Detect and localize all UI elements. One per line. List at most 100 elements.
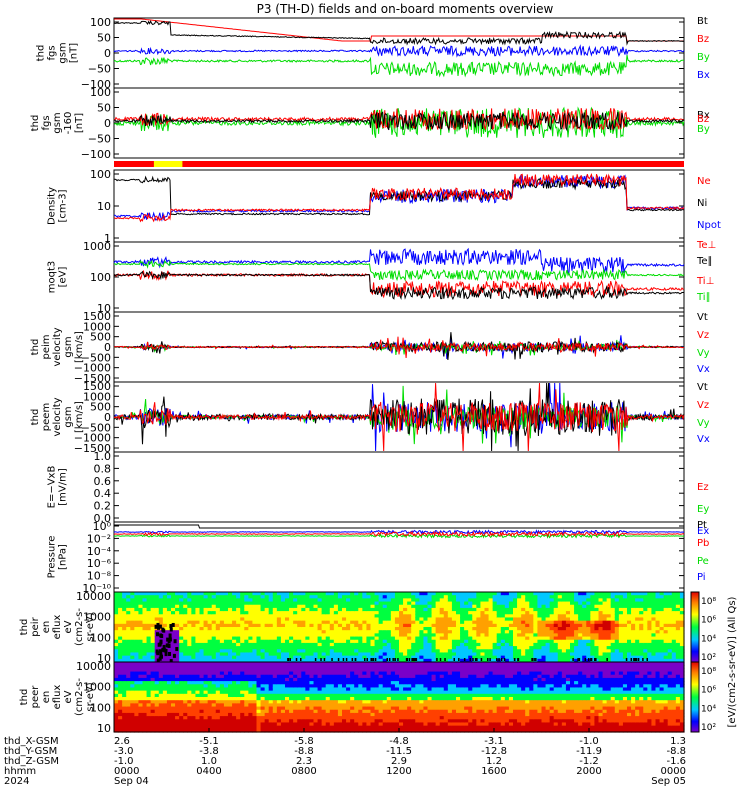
heatmap-cell [199,719,205,724]
heatmap-cell [118,620,123,625]
heatmap-cell [122,719,127,724]
heatmap-cell [333,668,339,673]
heatmap-cell [130,607,135,612]
heatmap-cell [191,592,197,596]
heatmap-gap [161,627,165,632]
heatmap-cell [252,671,258,676]
heatmap-cell [248,620,254,625]
heatmap-cell [309,716,315,720]
heatmap-cell [582,592,587,596]
heatmap-cell [264,671,270,676]
heatmap-cell [211,684,217,689]
heatmap-cell [203,630,209,634]
heatmap-cell [276,592,282,596]
heatmap-cell [219,712,225,717]
ytick-label: 100 [90,701,111,714]
heatmap-cell [175,690,180,695]
heatmap-cell [329,598,335,603]
heatmap-cell [126,592,131,596]
heatmap-cell [223,725,229,730]
heatmap-cell [549,598,555,603]
heatmap-gap [158,649,162,654]
heatmap-cell [244,649,249,654]
heatmap-cell [166,706,172,711]
heatmap-cell [618,607,624,612]
heatmap-cell [244,598,249,603]
heatmap-cell [215,617,221,622]
heatmap-cell [659,649,665,654]
heatmap-cell [337,725,343,730]
heatmap-cell [130,595,135,599]
heatmap-cell [590,636,596,641]
heatmap-cell [276,658,282,663]
heatmap-cell [411,646,416,650]
heatmap-cell [191,614,197,619]
heatmap-cell [480,614,486,619]
heatmap-cell [655,646,661,650]
heatmap-cell [276,693,282,698]
heatmap-cell [627,598,632,603]
heatmap-cell [390,649,396,654]
heatmap-cell [146,690,152,695]
heatmap-cell [150,652,156,657]
heatmap-cell [309,725,315,730]
heatmap-cell [415,633,420,638]
ytick-label: −50 [88,63,111,76]
heatmap-cell [329,722,335,727]
heatmap-cell [561,658,567,663]
heatmap-cell [659,630,665,634]
heatmap-cell [386,719,392,724]
heatmap-cell [268,627,274,631]
heatmap-cell [264,697,270,701]
heatmap-cell [362,598,368,603]
heatmap-cell [158,725,164,730]
heatmap-cell [565,607,571,612]
heatmap-cell [545,611,551,615]
heatmap-cell [211,665,217,669]
heatmap-cell [272,728,278,733]
heatmap-cell [504,655,510,660]
heatmap-cell [370,665,376,669]
heatmap-cell [594,607,600,612]
heatmap-cell [150,671,156,676]
heatmap-cell [390,652,396,657]
heatmap-cell [187,601,192,606]
heatmap-cell [618,649,624,654]
heatmap-cell [240,677,245,682]
heatmap-cell [130,703,135,708]
heatmap-cell [150,611,156,615]
heatmap-cell [305,617,311,622]
heatmap-cell [561,617,567,622]
heatmap-cell [154,630,160,634]
heatmap-cell [598,595,604,599]
heatmap-cell [394,697,400,701]
heatmap-cell [386,706,392,711]
heatmap-cell [427,620,433,625]
heatmap-cell [285,684,290,689]
heatmap-cell [472,652,477,657]
heatmap-cell [366,601,372,606]
heatmap-cell [305,652,311,657]
series-Tepar [113,270,684,301]
heatmap-cell [350,646,355,650]
heatmap-cell [366,639,372,644]
heatmap-cell [346,722,351,727]
heatmap-cell [256,709,262,714]
heatmap-cell [146,677,152,682]
heatmap-cell [199,620,205,625]
heatmap-cell [211,614,217,619]
heatmap-cell [272,623,278,628]
heatmap-cell [183,671,188,676]
heatmap-cell [504,598,510,603]
heatmap-cell [394,655,400,660]
heatmap-cell [529,630,534,634]
heatmap-cell [362,611,368,615]
heatmap-cell [309,620,315,625]
heatmap-cell [260,725,266,730]
heatmap-cell [578,658,583,663]
heatmap-cell [358,722,363,727]
heatmap-cell [142,693,148,698]
heatmap-cell [350,592,355,596]
heatmap-cell [223,604,229,609]
heatmap-cell [215,623,221,628]
